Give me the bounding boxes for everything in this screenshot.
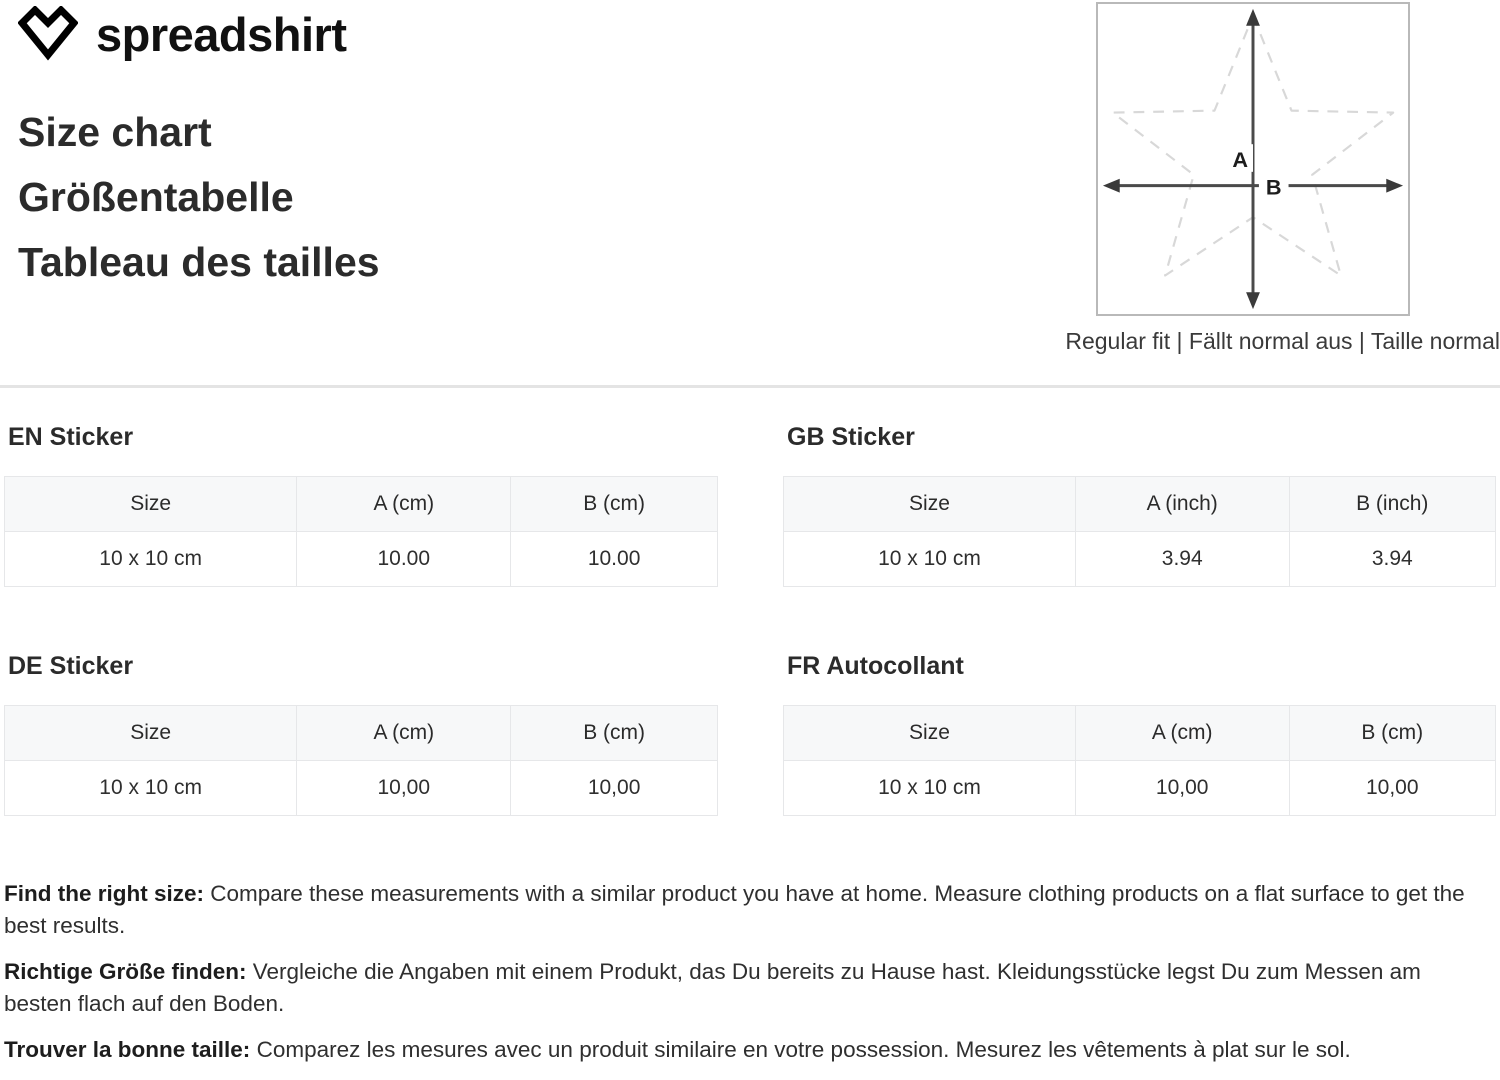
size-table-gb: Size A (inch) B (inch) 10 x 10 cm 3.94 3… [783, 476, 1496, 587]
label-b: B [1266, 175, 1282, 200]
cell-a: 10,00 [1074, 760, 1290, 816]
cell-size: 10 x 10 cm [3, 531, 298, 587]
title-fr: Tableau des tailles [18, 238, 380, 285]
brand-logo: spreadshirt [18, 6, 347, 62]
brand-name: spreadshirt [96, 7, 347, 61]
cell-size: 10 x 10 cm [3, 760, 298, 816]
column-header-a: A (cm) [296, 705, 512, 761]
table-block-fr: FR Autocollant Size A (cm) B (cm) 10 x 1… [783, 654, 1496, 816]
table-title-en: EN Sticker [8, 423, 134, 451]
diagram-graphic: A B [1102, 8, 1404, 310]
size-table-de: Size A (cm) B (cm) 10 x 10 cm 10,00 10,0… [3, 705, 718, 816]
table-row: 10 x 10 cm 3.94 3.94 [783, 531, 1496, 587]
column-header-a: A (inch) [1074, 476, 1290, 532]
table-row: 10 x 10 cm 10,00 10,00 [783, 760, 1496, 816]
size-table-fr: Size A (cm) B (cm) 10 x 10 cm 10,00 10,0… [783, 705, 1496, 816]
column-header-size: Size [3, 705, 298, 761]
note-label-de: Richtige Größe finden: [4, 958, 247, 984]
footer-notes: Find the right size: Compare these measu… [4, 878, 1494, 1080]
note-text-fr: Comparez les mesures avec un produit sim… [250, 1036, 1351, 1062]
note-text-de: Vergleiche die Angaben mit einem Produkt… [4, 958, 1421, 1016]
column-header-size: Size [3, 476, 298, 532]
title-en: Size chart [18, 109, 212, 155]
note-label-fr: Trouver la bonne taille: [4, 1036, 251, 1062]
table-row: 10 x 10 cm 10.00 10.00 [3, 531, 718, 587]
table-title-fr: FR Autocollant [787, 652, 964, 680]
column-header-a: A (cm) [296, 476, 512, 532]
table-header-row: Size A (cm) B (cm) [783, 705, 1496, 761]
cell-size: 10 x 10 cm [783, 531, 1076, 587]
header: spreadshirt Size chart Größentabelle Tab… [0, 0, 1500, 385]
horizontal-measure-arrow [1102, 178, 1404, 193]
heart-diamond-logo-icon [18, 6, 78, 61]
page-title: Size chart Größentabelle Tableau des tai… [18, 100, 380, 294]
table-block-de: DE Sticker Size A (cm) B (cm) 10 x 10 cm… [3, 652, 718, 816]
cell-b: 10,00 [510, 760, 718, 816]
note-text-en: Compare these measurements with a simila… [4, 881, 1465, 938]
table-header-row: Size A (cm) B (cm) [3, 705, 718, 761]
table-title-gb: GB Sticker [787, 423, 915, 451]
table-row: 10 x 10 cm 10,00 10,00 [3, 760, 718, 816]
note-label-en: Find the right size: [4, 881, 204, 906]
column-header-a: A (cm) [1074, 705, 1290, 761]
column-header-b: B (inch) [1288, 476, 1496, 532]
cell-a: 10.00 [296, 531, 512, 587]
column-header-size: Size [783, 705, 1076, 761]
cell-b: 10,00 [1288, 760, 1496, 816]
table-title-de: DE Sticker [8, 652, 134, 680]
measurement-diagram: A B [1096, 2, 1412, 316]
cell-b: 3.94 [1288, 531, 1496, 587]
cell-b: 10.00 [510, 531, 718, 587]
note-en: Find the right size: Compare these measu… [4, 878, 1494, 942]
section-divider [0, 385, 1500, 388]
fit-caption: Regular fit | Fällt normal aus | Taille … [1065, 328, 1500, 354]
column-header-b: B (cm) [510, 705, 718, 761]
cell-size: 10 x 10 cm [783, 760, 1076, 816]
label-a: A [1232, 147, 1248, 172]
diagram-frame: A B [1096, 2, 1410, 316]
size-table-en: Size A (cm) B (cm) 10 x 10 cm 10.00 10.0… [3, 476, 718, 587]
cell-a: 3.94 [1074, 531, 1290, 587]
table-header-row: Size A (cm) B (cm) [3, 476, 718, 532]
column-header-b: B (cm) [510, 476, 718, 532]
cell-a: 10,00 [296, 760, 512, 816]
title-de: Größentabelle [18, 173, 294, 220]
column-header-size: Size [783, 476, 1076, 532]
table-block-gb: GB Sticker Size A (inch) B (inch) 10 x 1… [783, 425, 1496, 587]
table-block-en: EN Sticker Size A (cm) B (cm) 10 x 10 cm… [3, 423, 718, 587]
table-header-row: Size A (inch) B (inch) [783, 476, 1496, 532]
note-de: Richtige Größe finden: Vergleiche die An… [4, 956, 1494, 1020]
note-fr: Trouver la bonne taille: Comparez les me… [4, 1034, 1494, 1066]
column-header-b: B (cm) [1288, 705, 1496, 761]
